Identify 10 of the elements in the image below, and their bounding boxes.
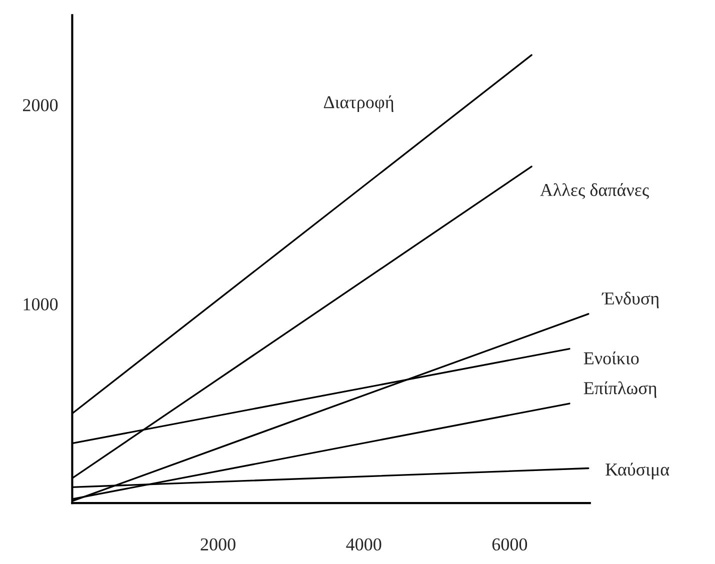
series-label: Ένδυση bbox=[602, 292, 659, 308]
text: Διατροφή bbox=[324, 95, 394, 112]
series-label: Αλλες δαπάνες bbox=[540, 183, 649, 200]
series-label: Επίπλωση bbox=[584, 381, 656, 398]
y-tick-label: 1000 bbox=[24, 298, 58, 310]
series-label: Καύσιμα bbox=[606, 462, 670, 480]
x-tick-label: 2000 bbox=[200, 538, 236, 551]
series-label: Ενοίκιο bbox=[584, 351, 639, 364]
x-tick-label: 4000 bbox=[346, 538, 382, 551]
x-tick-label: 6000 bbox=[492, 538, 528, 551]
